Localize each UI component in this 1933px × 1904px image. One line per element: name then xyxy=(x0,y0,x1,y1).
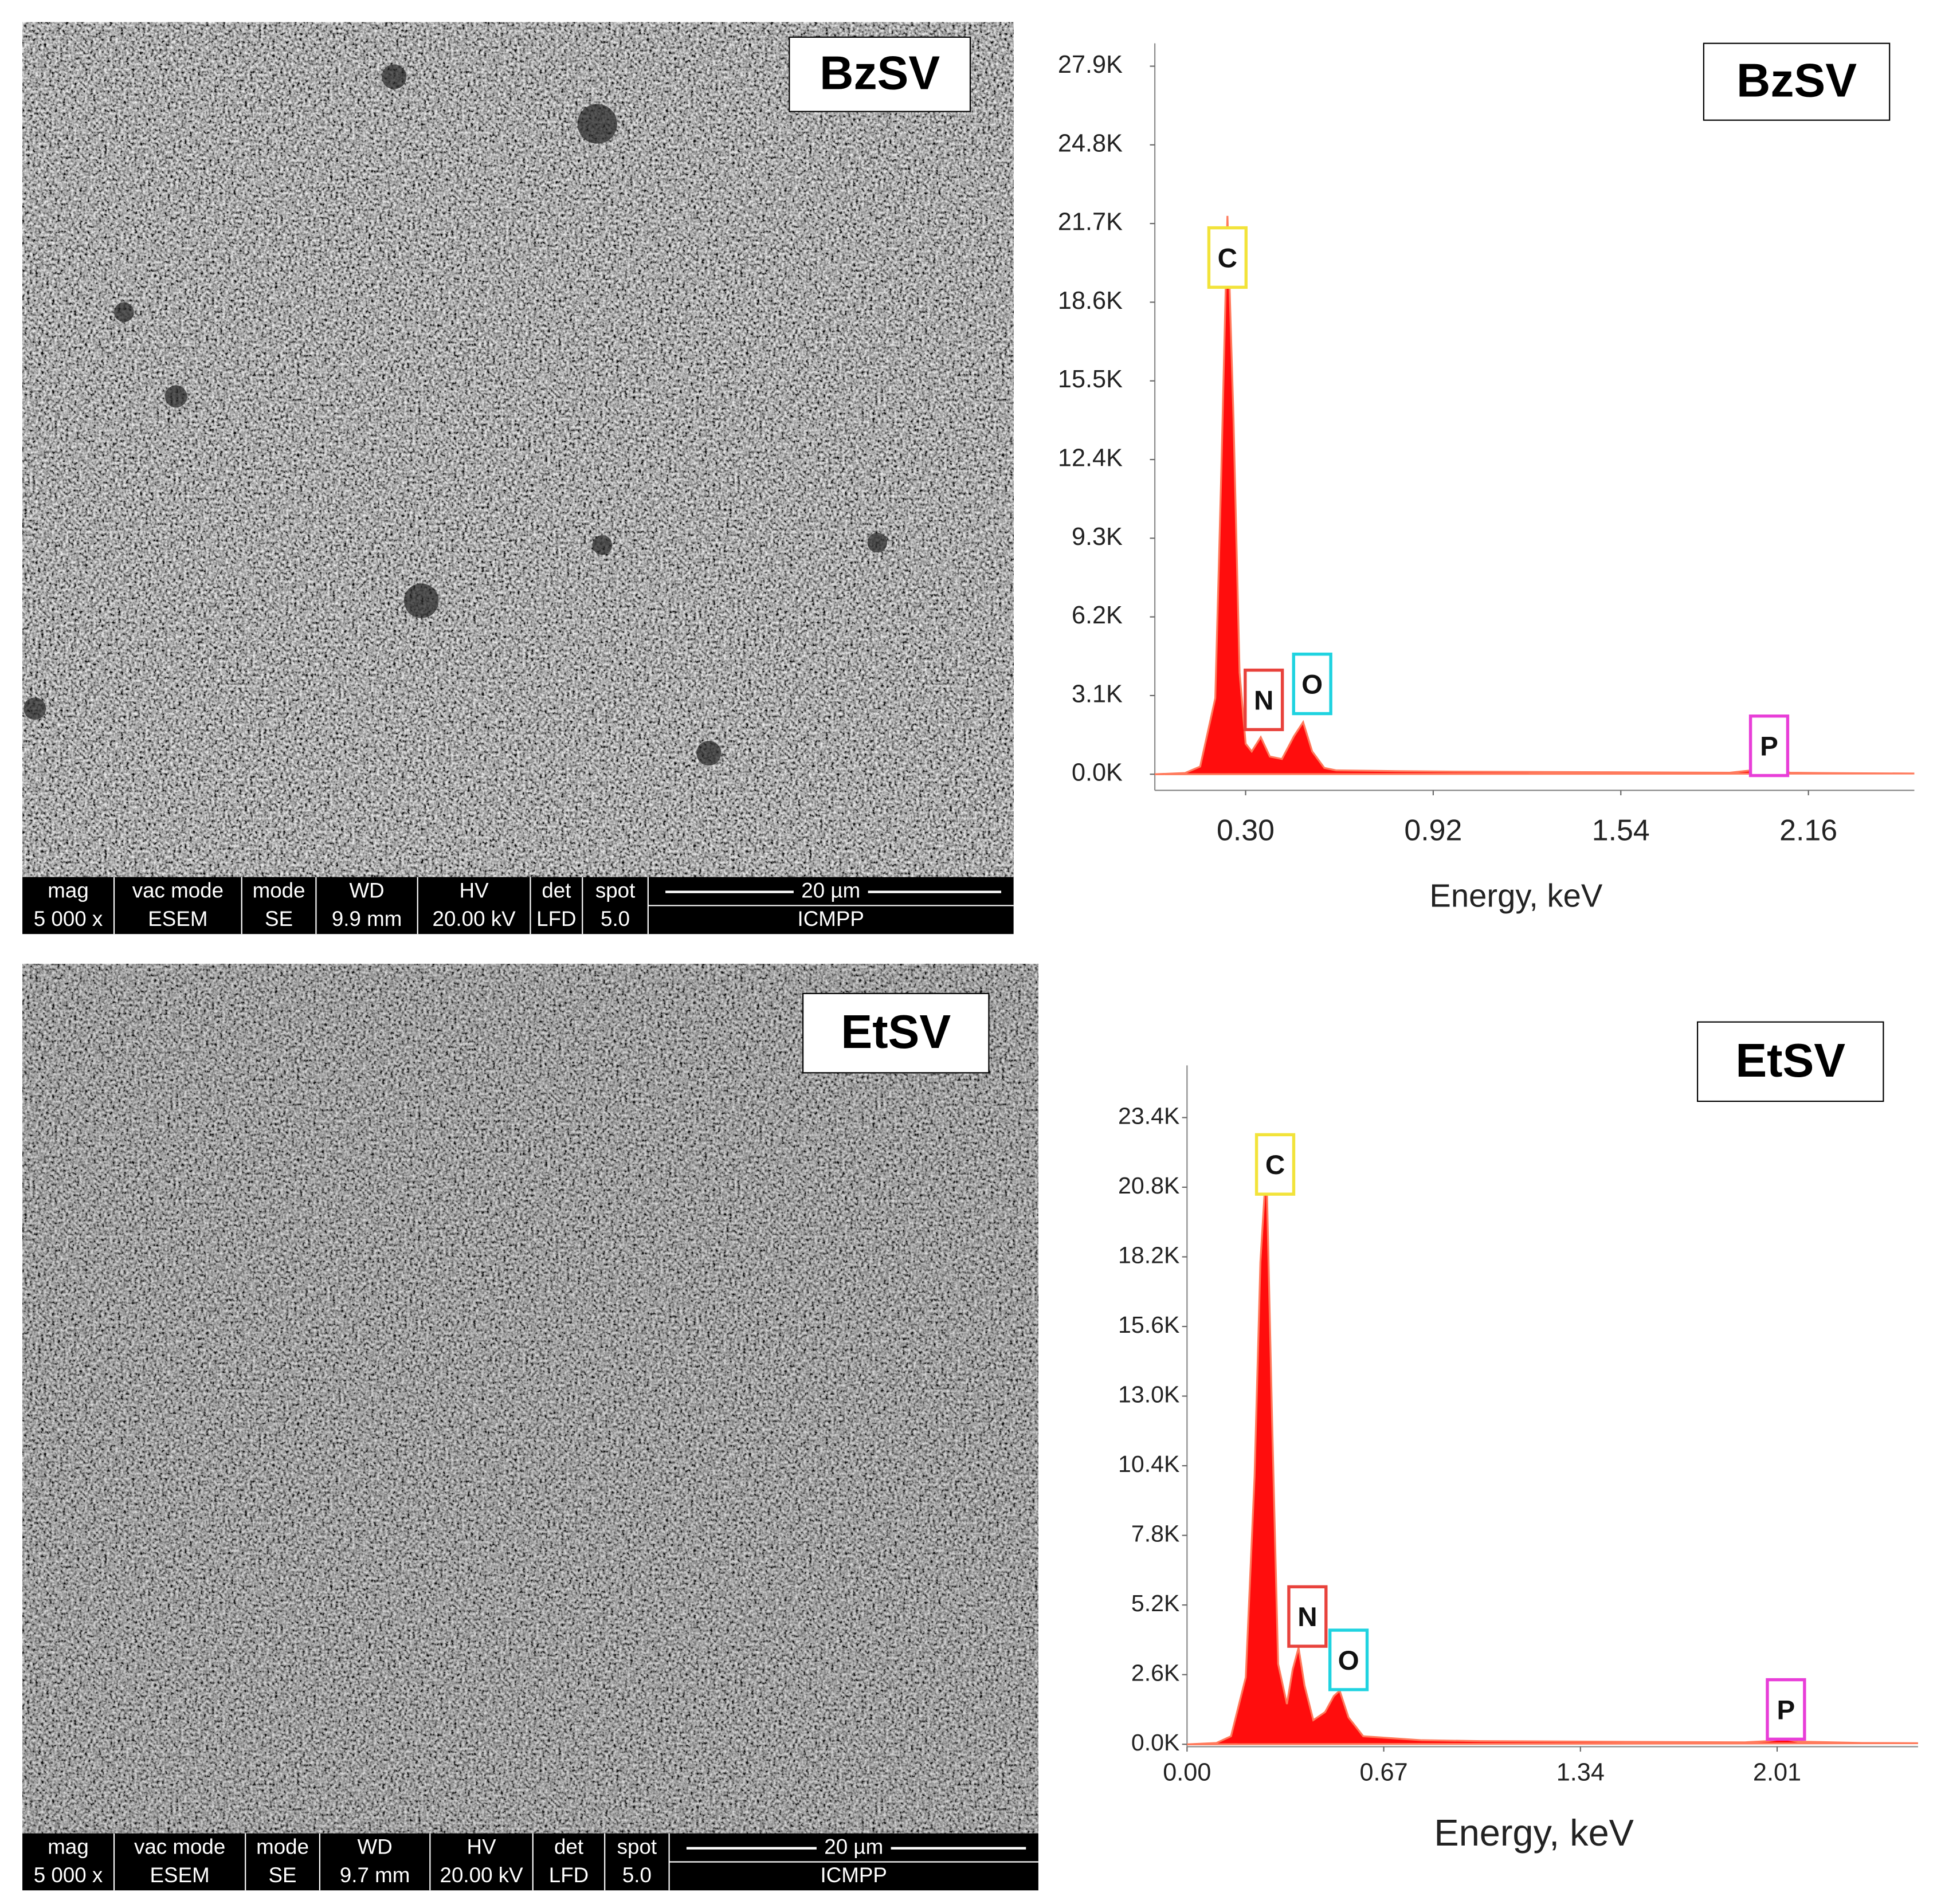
sem-label-box xyxy=(802,992,990,1074)
info-header: vac mode xyxy=(132,878,224,902)
sem-label: EtSV xyxy=(841,1006,951,1058)
y-tick-label: 23.4K xyxy=(1118,1102,1179,1129)
peak-label-box xyxy=(1254,1133,1296,1196)
y-tick-label: 6.2K xyxy=(1072,602,1123,629)
info-header: WD xyxy=(358,1835,393,1858)
info-header: HV xyxy=(460,878,489,902)
peak-label-box xyxy=(1207,226,1248,289)
info-header: mag xyxy=(48,1835,89,1858)
info-value: 20.00 kV xyxy=(433,907,516,931)
info-value: ESEM xyxy=(148,907,207,931)
info-value: SE xyxy=(265,907,293,931)
y-tick-label: 20.8K xyxy=(1118,1172,1179,1199)
info-header: det xyxy=(542,878,571,902)
y-tick-label: 3.1K xyxy=(1072,680,1123,708)
info-header: spot xyxy=(595,878,635,902)
scale-bar-label: 20 µm xyxy=(824,1835,883,1858)
x-tick-label: 0.30 xyxy=(1217,814,1275,847)
info-header: mag xyxy=(48,878,89,902)
sem-label-box xyxy=(789,36,971,112)
peak-label-box xyxy=(1766,1678,1806,1741)
info-value: 5 000 x xyxy=(34,1863,103,1887)
info-value: ESEM xyxy=(150,1863,210,1887)
peak-label-box xyxy=(1328,1628,1369,1691)
x-tick-label: 1.54 xyxy=(1592,814,1650,847)
peak-label: C xyxy=(1265,1150,1285,1180)
info-value: 20.00 kV xyxy=(440,1863,524,1887)
peak-label: O xyxy=(1338,1646,1359,1676)
x-tick-label: 0.92 xyxy=(1404,814,1462,847)
y-tick-label: 0.0K xyxy=(1072,759,1123,787)
sem-texture xyxy=(22,22,1014,877)
x-tick-label: 0.00 xyxy=(1163,1758,1211,1786)
peak-label: P xyxy=(1777,1695,1795,1725)
scale-bar-gap xyxy=(816,1836,891,1861)
info-value: 9.7 mm xyxy=(340,1863,410,1887)
y-tick-label: 15.5K xyxy=(1058,366,1123,393)
institute: ICMPP xyxy=(821,1863,887,1887)
info-header: HV xyxy=(467,1835,497,1858)
x-axis-label: Energy, keV xyxy=(1429,877,1602,913)
peak-label: O xyxy=(1301,669,1323,700)
info-header: WD xyxy=(349,878,384,902)
x-tick-label: 2.16 xyxy=(1779,814,1837,847)
chart-title: EtSV xyxy=(1735,1035,1845,1087)
info-header: mode xyxy=(256,1835,309,1858)
info-value: LFD xyxy=(549,1863,589,1887)
y-tick-label: 13.0K xyxy=(1118,1381,1179,1407)
y-tick-label: 10.4K xyxy=(1118,1451,1179,1477)
info-header: vac mode xyxy=(134,1835,225,1858)
info-value: SE xyxy=(269,1863,297,1887)
y-tick-label: 15.6K xyxy=(1118,1312,1179,1338)
y-tick-label: 21.7K xyxy=(1058,209,1123,236)
sem-label: BzSV xyxy=(820,48,940,100)
peak-label: N xyxy=(1254,685,1273,716)
y-tick-label: 27.9K xyxy=(1058,51,1123,78)
chart-title: BzSV xyxy=(1736,55,1857,107)
info-header: det xyxy=(554,1835,583,1858)
chart-title-box xyxy=(1697,1021,1884,1102)
y-tick-label: 7.8K xyxy=(1131,1520,1179,1546)
y-tick-label: 2.6K xyxy=(1131,1660,1179,1686)
y-tick-label: 24.8K xyxy=(1058,129,1123,157)
info-header: mode xyxy=(253,878,305,902)
peak-label: N xyxy=(1297,1602,1317,1632)
peak-label: C xyxy=(1218,243,1237,273)
y-tick-label: 18.6K xyxy=(1058,287,1123,315)
y-tick-label: 18.2K xyxy=(1118,1242,1179,1268)
info-value: 9.9 mm xyxy=(332,907,402,931)
peak-label-box xyxy=(1748,715,1790,778)
sem-spots xyxy=(23,64,888,766)
chart-title-box xyxy=(1703,42,1891,121)
x-tick-label: 1.34 xyxy=(1556,1758,1605,1786)
y-tick-label: 0.0K xyxy=(1131,1729,1179,1756)
peak-label-box xyxy=(1287,1585,1328,1648)
info-value: 5.0 xyxy=(601,907,630,931)
institute: ICMPP xyxy=(798,907,864,931)
peak-label-box xyxy=(1244,668,1284,732)
y-tick-label: 12.4K xyxy=(1058,444,1123,472)
y-tick-label: 9.3K xyxy=(1072,523,1123,551)
x-axis-label: Energy, keV xyxy=(1434,1812,1633,1854)
peak-label-box xyxy=(1292,652,1332,716)
info-value: 5 000 x xyxy=(34,907,103,931)
peak-label: P xyxy=(1760,732,1778,762)
y-tick-label: 5.2K xyxy=(1131,1590,1179,1616)
scale-bar-gap xyxy=(793,880,868,905)
x-tick-label: 0.67 xyxy=(1359,1758,1407,1786)
scale-bar-label: 20 µm xyxy=(801,878,860,902)
info-value: LFD xyxy=(536,907,576,931)
x-tick-label: 2.01 xyxy=(1753,1758,1801,1786)
sem-texture xyxy=(22,964,1038,1834)
info-header: spot xyxy=(617,1835,657,1858)
info-value: 5.0 xyxy=(622,1863,652,1887)
